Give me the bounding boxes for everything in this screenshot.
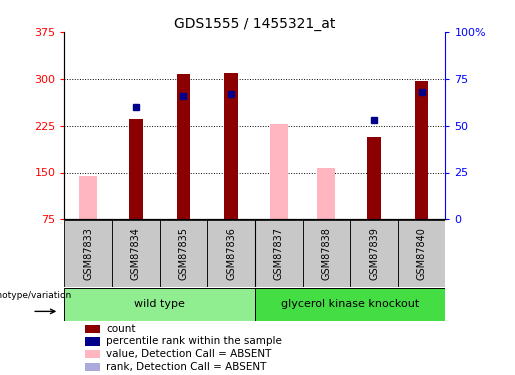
Text: value, Detection Call = ABSENT: value, Detection Call = ABSENT [106, 349, 271, 359]
Bar [255, 220, 303, 287]
Bar [270, 124, 288, 219]
Bar [160, 220, 207, 287]
Bar [398, 220, 445, 287]
Text: GSM87839: GSM87839 [369, 227, 379, 280]
Bar [225, 72, 238, 219]
Bar [64, 288, 255, 321]
Bar [85, 338, 100, 345]
Bar [85, 363, 100, 371]
Bar [317, 168, 335, 219]
Bar [303, 220, 350, 287]
Text: genotype/variation: genotype/variation [0, 291, 72, 300]
Bar [177, 74, 190, 219]
Title: GDS1555 / 1455321_at: GDS1555 / 1455321_at [174, 17, 336, 31]
Bar [85, 325, 100, 333]
Text: rank, Detection Call = ABSENT: rank, Detection Call = ABSENT [106, 362, 266, 372]
Bar [85, 350, 100, 358]
Bar [129, 119, 143, 219]
Text: wild type: wild type [134, 299, 185, 309]
Text: GSM87834: GSM87834 [131, 227, 141, 280]
Bar [64, 220, 112, 287]
Bar [112, 220, 160, 287]
Text: GSM87835: GSM87835 [179, 227, 188, 280]
Text: count: count [106, 324, 135, 334]
Text: glycerol kinase knockout: glycerol kinase knockout [281, 299, 419, 309]
Text: GSM87833: GSM87833 [83, 227, 93, 280]
Text: GSM87837: GSM87837 [274, 227, 284, 280]
Text: percentile rank within the sample: percentile rank within the sample [106, 336, 282, 346]
Text: GSM87840: GSM87840 [417, 227, 426, 280]
Text: GSM87836: GSM87836 [226, 227, 236, 280]
Text: GSM87838: GSM87838 [321, 227, 331, 280]
Bar [350, 220, 398, 287]
Bar [207, 220, 255, 287]
Bar [79, 176, 97, 219]
Bar [255, 288, 445, 321]
Bar [367, 137, 381, 219]
Bar [415, 81, 428, 219]
